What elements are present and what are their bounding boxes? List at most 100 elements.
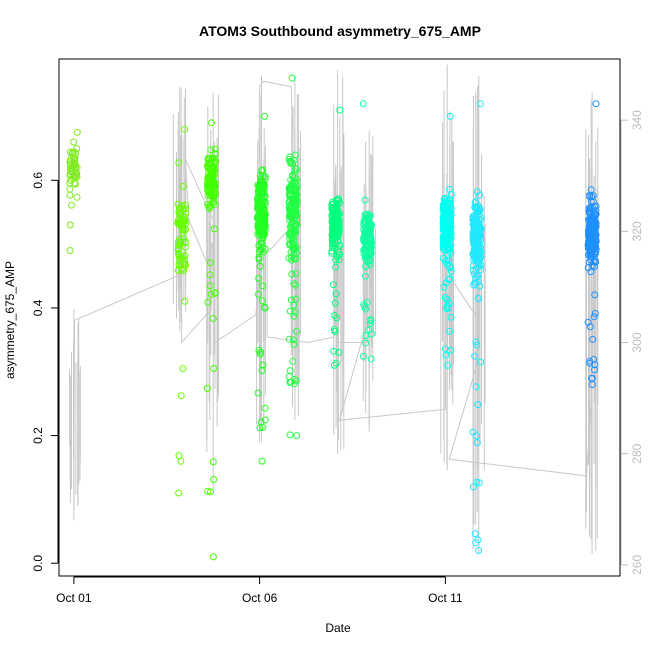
- data-point: [259, 205, 267, 213]
- gray-trace-line: [73, 80, 595, 510]
- data-point: [175, 489, 183, 497]
- y-tick-label: 0.2: [31, 427, 45, 444]
- data-point: [471, 203, 479, 211]
- data-point: [255, 346, 263, 354]
- data-point: [331, 299, 339, 307]
- data-point: [441, 293, 449, 301]
- data-point: [363, 236, 370, 244]
- data-point: [286, 431, 294, 439]
- data-point: [293, 327, 301, 335]
- data-point: [469, 483, 477, 491]
- data-point: [360, 352, 367, 360]
- data-point: [590, 214, 598, 222]
- x-axis-label: Date: [325, 621, 351, 635]
- data-point: [447, 249, 455, 257]
- data-point: [477, 237, 485, 245]
- data-point: [328, 247, 336, 255]
- data-point: [469, 267, 477, 274]
- data-point: [66, 221, 74, 229]
- data-point: [259, 243, 267, 251]
- data-point: [174, 241, 182, 249]
- data-point: [472, 274, 479, 282]
- data-point: [180, 267, 187, 275]
- data-point: [290, 336, 297, 344]
- data-point: [442, 208, 450, 216]
- data-point: [210, 365, 218, 372]
- data-point: [591, 238, 599, 246]
- data-point: [206, 488, 214, 496]
- data-point: [443, 296, 451, 303]
- data-point: [286, 367, 294, 375]
- data-point: [446, 275, 454, 283]
- data-point: [290, 280, 298, 288]
- data-point: [591, 310, 599, 317]
- data-point: [285, 254, 293, 262]
- data-point: [472, 240, 480, 248]
- data-point: [439, 232, 447, 240]
- data-point: [586, 323, 594, 331]
- data-point: [360, 221, 368, 228]
- data-point: [477, 266, 485, 274]
- data-point: [210, 225, 218, 233]
- data-point: [258, 167, 266, 175]
- data-point: [261, 304, 269, 312]
- data-point: [66, 185, 74, 193]
- data-point: [292, 165, 299, 172]
- data-point: [476, 255, 484, 263]
- data-point: [292, 191, 300, 199]
- data-point: [292, 281, 300, 289]
- data-point: [206, 271, 214, 279]
- data-point: [470, 270, 478, 278]
- data-point: [439, 213, 447, 221]
- data-point: [177, 219, 185, 227]
- data-point: [291, 206, 299, 214]
- data-point: [261, 226, 269, 234]
- data-point: [67, 167, 75, 175]
- data-point: [258, 366, 266, 374]
- data-point: [475, 231, 483, 238]
- data-point: [363, 229, 371, 237]
- data-point: [258, 232, 266, 240]
- data-point: [206, 282, 214, 290]
- data-point: [447, 204, 455, 212]
- data-point: [254, 212, 262, 219]
- data-point: [590, 246, 598, 254]
- data-point: [472, 226, 480, 234]
- data-point: [473, 203, 481, 211]
- data-point: [441, 206, 449, 214]
- data-point: [292, 269, 300, 277]
- data-point: [332, 220, 340, 227]
- data-point: [440, 195, 448, 203]
- data-point: [329, 209, 337, 216]
- data-point: [469, 216, 477, 224]
- data-point: [588, 193, 596, 201]
- data-point: [73, 128, 81, 136]
- data-point: [591, 361, 599, 369]
- data-point: [472, 539, 480, 547]
- data-point: [288, 189, 296, 197]
- data-point: [66, 157, 74, 165]
- data-point: [473, 341, 481, 349]
- data-point: [287, 296, 295, 304]
- data-point: [471, 352, 479, 360]
- data-point: [476, 205, 484, 212]
- data-point: [205, 156, 213, 163]
- data-point: [592, 248, 600, 256]
- data-point: [181, 297, 189, 305]
- right-tick-label: 280: [630, 443, 644, 463]
- data-point: [477, 100, 484, 108]
- data-point: [328, 213, 336, 221]
- data-point: [70, 148, 78, 156]
- data-point: [180, 213, 188, 221]
- data-point: [331, 328, 339, 335]
- data-point: [474, 401, 482, 409]
- data-point: [363, 299, 371, 307]
- data-point: [254, 389, 262, 397]
- data-point: [336, 106, 344, 114]
- data-point: [288, 270, 296, 278]
- data-point: [259, 248, 267, 256]
- data-point: [290, 340, 298, 348]
- data-point: [447, 191, 455, 198]
- y-tick-label: 0.4: [31, 299, 45, 316]
- data-point: [259, 361, 267, 369]
